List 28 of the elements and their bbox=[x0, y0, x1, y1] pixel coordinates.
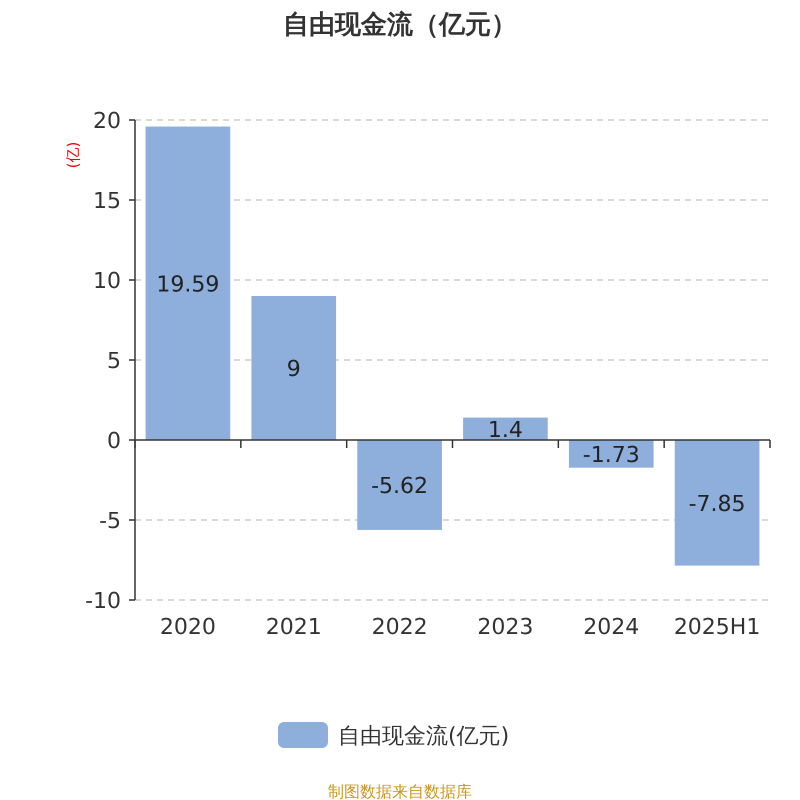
y-tick-label: 15 bbox=[93, 189, 121, 214]
data-label: 19.59 bbox=[156, 272, 220, 298]
data-label: -1.73 bbox=[582, 442, 640, 468]
y-tick-label: 5 bbox=[107, 349, 121, 374]
bar bbox=[463, 418, 548, 440]
data-label: -5.62 bbox=[371, 474, 428, 499]
bar bbox=[146, 126, 230, 440]
chart-title: 自由现金流（亿元） bbox=[283, 10, 517, 40]
data-label: 1.4 bbox=[488, 418, 523, 443]
legend-label: 自由现金流(亿元) bbox=[338, 724, 510, 749]
bar bbox=[251, 296, 336, 440]
y-tick-label: 20 bbox=[93, 109, 121, 134]
x-tick-label: 2023 bbox=[477, 615, 534, 640]
x-tick-label: 2022 bbox=[372, 615, 428, 640]
x-tick-label: 2020 bbox=[160, 615, 216, 640]
x-tick-label: 2025H1 bbox=[674, 615, 760, 640]
y-tick-label: 10 bbox=[93, 269, 121, 294]
data-label: -7.85 bbox=[688, 492, 746, 517]
data-label: 9 bbox=[286, 357, 301, 382]
y-tick-label: 0 bbox=[107, 429, 121, 454]
x-tick-label: 2021 bbox=[266, 615, 322, 640]
text: 制图数据来自数据库 bbox=[328, 782, 472, 800]
bar bbox=[357, 440, 442, 530]
x-tick-label: 2024 bbox=[583, 615, 640, 640]
y-tick-label: -5 bbox=[99, 509, 121, 534]
bar bbox=[674, 440, 760, 566]
y-axis-title: (亿) bbox=[64, 142, 82, 168]
y-tick-label: -10 bbox=[85, 589, 121, 614]
